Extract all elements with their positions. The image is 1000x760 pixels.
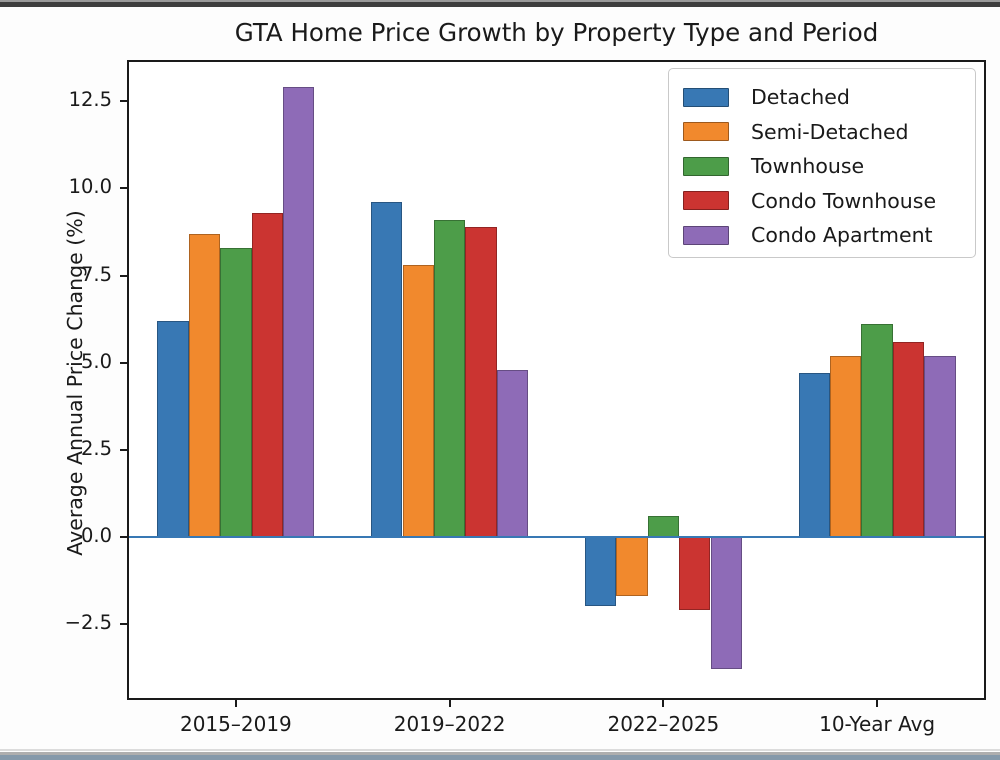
x-tick-mark xyxy=(662,700,665,707)
legend-swatch-semi-detached xyxy=(683,122,729,142)
legend-label-detached: Detached xyxy=(751,85,850,110)
legend: Detached Semi-Detached Townhouse Condo T… xyxy=(668,68,976,258)
y-tick-mark xyxy=(120,187,127,190)
x-tick-label: 10-Year Avg xyxy=(819,712,936,736)
y-tick-label: 7.5 xyxy=(80,262,112,286)
legend-swatch-townhouse xyxy=(683,156,729,176)
bar-detached-2019–2022 xyxy=(371,202,403,537)
bar-condo-townhouse-2019–2022 xyxy=(465,226,497,537)
y-tick-label: 2.5 xyxy=(80,436,112,460)
x-tick-mark xyxy=(876,700,879,707)
bar-condo-townhouse-2015–2019 xyxy=(251,212,283,537)
chart-title: GTA Home Price Growth by Property Type a… xyxy=(234,18,879,47)
legend-label-condo-townhouse: Condo Townhouse xyxy=(751,188,937,213)
window-top-edge xyxy=(0,0,1000,7)
y-tick-mark xyxy=(120,361,127,364)
bar-condo-apartment-2019–2022 xyxy=(496,369,529,537)
legend-label-condo-apartment: Condo Apartment xyxy=(751,223,933,248)
legend-swatch-condo-apartment xyxy=(683,225,729,245)
legend-swatch-detached xyxy=(683,87,729,107)
legend-swatch-condo-townhouse xyxy=(683,191,729,211)
legend-entry: Detached xyxy=(683,80,975,115)
legend-label-semi-detached: Semi-Detached xyxy=(751,119,909,144)
legend-label-townhouse: Townhouse xyxy=(751,154,865,179)
y-tick-label: 5.0 xyxy=(80,349,112,373)
y-tick-mark xyxy=(120,448,127,451)
bar-condo-townhouse-2022–2025 xyxy=(679,536,711,610)
zero-baseline xyxy=(129,535,984,538)
bar-condo-apartment-10-Year-Avg xyxy=(924,355,956,537)
bar-detached-10-Year-Avg xyxy=(798,373,830,537)
window-bottom-divider xyxy=(0,749,1000,751)
plot-area xyxy=(129,62,984,698)
y-tick-mark xyxy=(120,622,127,625)
bar-condo-apartment-2015–2019 xyxy=(283,87,315,537)
y-tick-label: −2.5 xyxy=(64,610,112,634)
y-tick-mark xyxy=(120,535,127,538)
bar-semi-detached-2015–2019 xyxy=(188,233,221,537)
bar-townhouse-2015–2019 xyxy=(220,247,252,537)
bar-townhouse-2022–2025 xyxy=(647,515,680,537)
bar-detached-2015–2019 xyxy=(157,320,189,537)
bar-condo-apartment-2022–2025 xyxy=(710,536,742,670)
legend-entry: Condo Townhouse xyxy=(683,184,975,219)
legend-entry: Condo Apartment xyxy=(683,218,975,253)
bar-detached-2022–2025 xyxy=(584,536,617,607)
x-tick-mark xyxy=(234,700,237,707)
y-tick-mark xyxy=(120,100,127,103)
y-tick-label: 0.0 xyxy=(80,523,112,547)
x-tick-mark xyxy=(448,700,451,707)
bar-townhouse-2019–2022 xyxy=(433,219,466,537)
bar-condo-townhouse-10-Year-Avg xyxy=(892,341,925,537)
legend-entry: Semi-Detached xyxy=(683,115,975,150)
x-tick-label: 2022–2025 xyxy=(607,712,720,736)
bar-semi-detached-2022–2025 xyxy=(616,536,648,596)
x-tick-label: 2015–2019 xyxy=(179,712,292,736)
bar-semi-detached-10-Year-Avg xyxy=(830,355,862,537)
bar-semi-detached-2019–2022 xyxy=(402,265,434,537)
y-tick-label: 10.0 xyxy=(68,175,112,199)
legend-entry: Townhouse xyxy=(683,149,975,184)
window-bottom-edge xyxy=(0,752,1000,760)
y-axis-label: Average Annual Price Change (%) xyxy=(63,210,87,556)
y-tick-mark xyxy=(120,274,127,277)
y-tick-label: 12.5 xyxy=(68,88,112,112)
x-tick-label: 2019–2022 xyxy=(393,712,506,736)
bar-townhouse-10-Year-Avg xyxy=(861,324,893,537)
